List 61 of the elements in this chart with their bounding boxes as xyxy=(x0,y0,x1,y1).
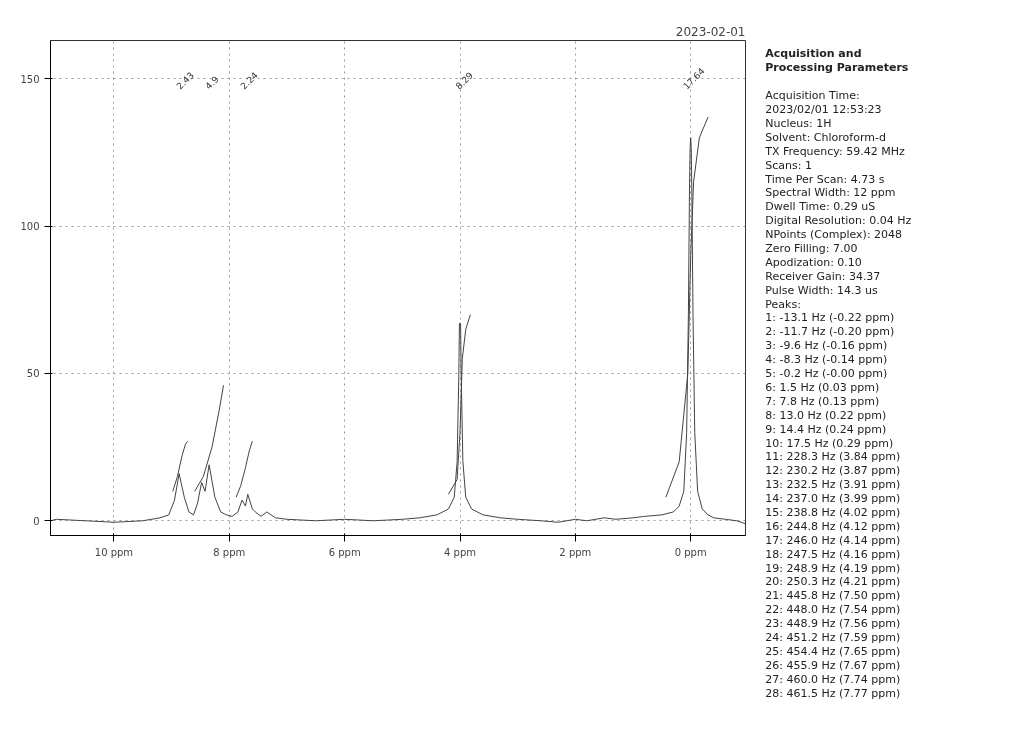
text: 2023/02/01 12:53:23 xyxy=(765,103,882,117)
text: 11: 228.3 Hz (3.84 ppm) xyxy=(765,450,901,464)
line-series xyxy=(235,440,253,498)
text: 27: 460.0 Hz (7.74 ppm) xyxy=(765,672,901,686)
text: 9: 14.4 Hz (0.24 ppm) xyxy=(765,422,887,436)
y-tick-label: 0 xyxy=(33,515,40,527)
line-series xyxy=(447,314,471,495)
text: Zero Filling: 7.00 xyxy=(765,241,858,255)
text: 8: 13.0 Hz (0.22 ppm) xyxy=(765,408,887,422)
chart-title: 2023-02-01 xyxy=(675,24,746,39)
x-tick-label: 4 ppm xyxy=(444,546,476,558)
text: Acquisition Time: xyxy=(765,89,860,103)
text: 4: -8.3 Hz (-0.14 ppm) xyxy=(765,353,888,367)
text: 1: -13.1 Hz (-0.22 ppm) xyxy=(765,311,895,325)
text: 24: 451.2 Hz (7.59 ppm) xyxy=(765,631,901,645)
text: 26: 455.9 Hz (7.67 ppm) xyxy=(765,658,901,672)
text: 14: 237.0 Hz (3.99 ppm) xyxy=(765,492,901,506)
text: 6: 1.5 Hz (0.03 ppm) xyxy=(765,380,880,394)
line-series xyxy=(172,440,189,492)
text: 2: -11.7 Hz (-0.20 ppm) xyxy=(765,325,895,339)
text: 3: -9.6 Hz (-0.16 ppm) xyxy=(765,339,888,353)
x-tick-label: 8 ppm xyxy=(213,546,246,558)
text: Apodization: 0.10 xyxy=(765,255,862,269)
text: 17: 246.0 Hz (4.14 ppm) xyxy=(765,533,901,547)
text: Acquisition and Processing Parameters xyxy=(765,47,909,75)
text: Dwell Time: 0.29 uS xyxy=(765,200,876,214)
text: 15: 238.8 Hz (4.02 ppm) xyxy=(765,505,901,519)
y-tick-label: 50 xyxy=(26,368,40,380)
text: 21: 445.8 Hz (7.50 ppm) xyxy=(765,589,901,603)
annotation: 4.9 xyxy=(203,74,221,92)
text: 12: 230.2 Hz (3.87 ppm) xyxy=(765,464,901,478)
text: Solvent: Chloroform-d xyxy=(765,130,886,144)
y-tick-label: 150 xyxy=(20,73,40,85)
text: TX Frequency: 59.42 MHz xyxy=(764,144,906,158)
x-tick-label: 0 ppm xyxy=(674,546,707,558)
text: 20: 250.3 Hz (4.21 ppm) xyxy=(765,575,901,589)
text: 28: 461.5 Hz (7.77 ppm) xyxy=(765,686,901,700)
text: 5: -0.2 Hz (-0.00 ppm) xyxy=(765,367,888,381)
text: Digital Resolution: 0.04 Hz xyxy=(765,214,912,228)
text: Scans: 1 xyxy=(765,158,812,172)
text: Pulse Width: 14.3 us xyxy=(765,283,878,297)
y-tick-label: 100 xyxy=(20,221,40,233)
text: 23: 448.9 Hz (7.56 ppm) xyxy=(765,617,901,631)
text: Peaks: xyxy=(765,297,801,311)
text: 13: 232.5 Hz (3.91 ppm) xyxy=(765,478,901,492)
text: 10: 17.5 Hz (0.29 ppm) xyxy=(765,436,894,450)
text: 25: 454.4 Hz (7.65 ppm) xyxy=(765,644,901,658)
text: 19: 248.9 Hz (4.19 ppm) xyxy=(765,561,901,575)
text: Spectral Width: 12 ppm xyxy=(765,186,896,200)
text: 7: 7.8 Hz (0.13 ppm) xyxy=(765,394,880,408)
text: Receiver Gain: 34.37 xyxy=(765,269,881,283)
x-tick-label: 2 ppm xyxy=(559,546,592,558)
line-series xyxy=(194,384,225,492)
x-tick-label: 10 ppm xyxy=(94,546,134,558)
text: Nucleus: 1H xyxy=(765,116,832,130)
text: NPoints (Complex): 2048 xyxy=(765,228,903,242)
text: 18: 247.5 Hz (4.16 ppm) xyxy=(765,547,901,561)
text: Time Per Scan: 4.73 s xyxy=(764,172,885,186)
x-tick-label: 6 ppm xyxy=(328,546,361,558)
text: 22: 448.0 Hz (7.54 ppm) xyxy=(765,603,901,617)
text: 16: 244.8 Hz (4.12 ppm) xyxy=(765,519,901,533)
